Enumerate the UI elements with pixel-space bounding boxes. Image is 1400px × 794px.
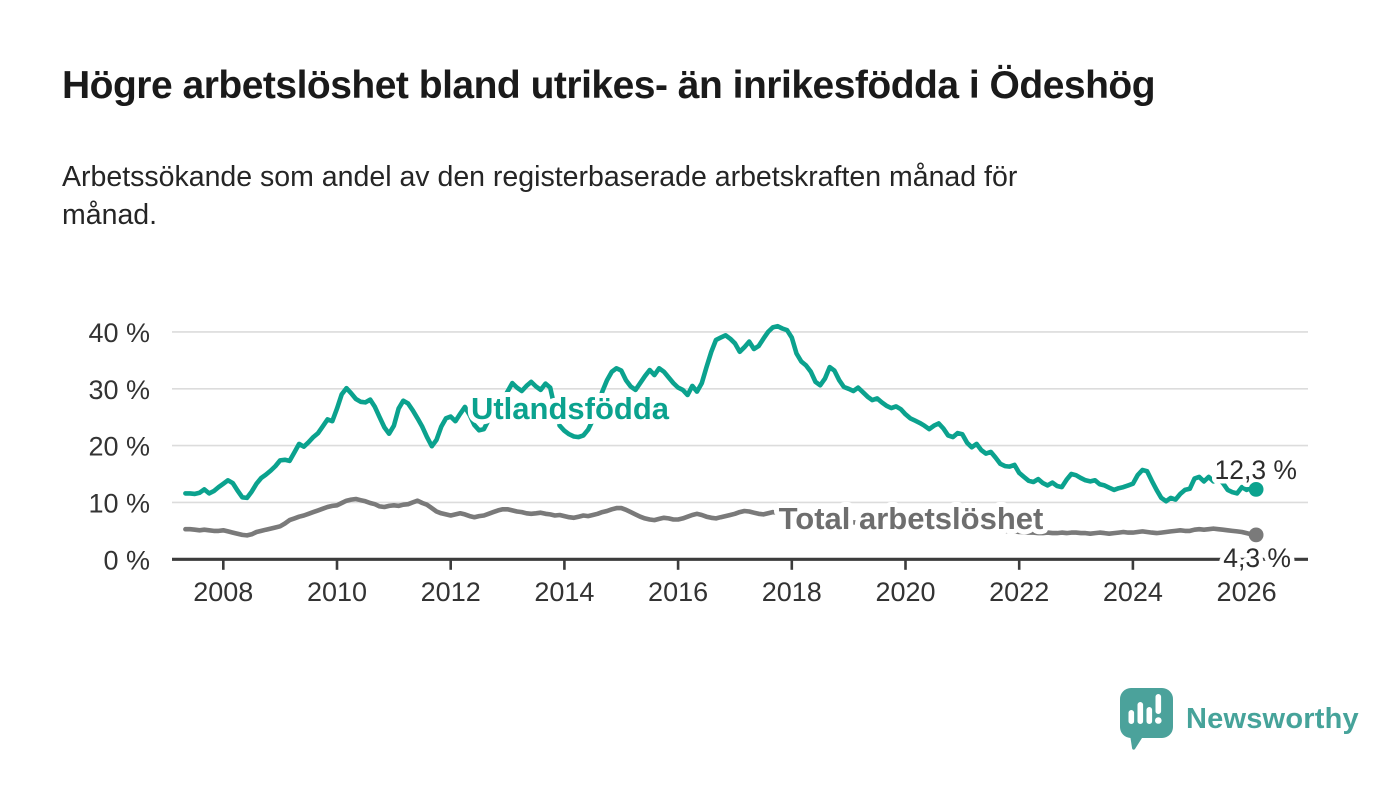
series-line-total-arbetsl-shet	[183, 496, 1259, 538]
x-tick-label: 2008	[193, 577, 253, 607]
newsworthy-logo: Newsworthy	[1117, 686, 1359, 752]
logo-bars	[1128, 694, 1162, 724]
y-tick-label: 40 %	[88, 318, 150, 348]
page-title: Högre arbetslöshet bland utrikes- än inr…	[62, 64, 1156, 107]
x-tick-label: 2016	[648, 577, 708, 607]
subtitle-line-1: Arbetssökande som andel av den registerb…	[62, 161, 1018, 193]
x-tick-label: 2020	[875, 577, 935, 607]
y-tick-label: 20 %	[88, 432, 150, 462]
y-tick-label: 0 %	[103, 545, 150, 575]
series-label: Total arbetslöshet	[779, 501, 1044, 536]
brand-name: Newsworthy	[1186, 702, 1359, 735]
y-tick-label: 10 %	[88, 488, 150, 518]
series-line-utlandsf-dda	[183, 323, 1259, 504]
x-tick-label: 2026	[1217, 577, 1277, 607]
x-tick-label: 2014	[534, 577, 594, 607]
series-end-dot	[1248, 527, 1264, 543]
newsworthy-speech-bubble-chart-icon	[1120, 688, 1173, 750]
x-tick-label: 2022	[989, 577, 1049, 607]
end-value-label: 12,3 %	[1214, 455, 1297, 485]
subtitle-line-2: månad.	[62, 199, 158, 231]
series-end-dot	[1248, 482, 1264, 497]
end-value-label: 4,3 %	[1223, 543, 1291, 573]
y-tick-label: 30 %	[88, 375, 150, 405]
x-tick-label: 2024	[1103, 577, 1163, 607]
x-tick-label: 2012	[421, 577, 481, 607]
x-tick-label: 2010	[307, 577, 367, 607]
chart-subtitle: Arbetssökande som andel av den registerb…	[62, 158, 1322, 234]
series-label: Utlandsfödda	[471, 391, 670, 426]
x-tick-label: 2018	[762, 577, 822, 607]
